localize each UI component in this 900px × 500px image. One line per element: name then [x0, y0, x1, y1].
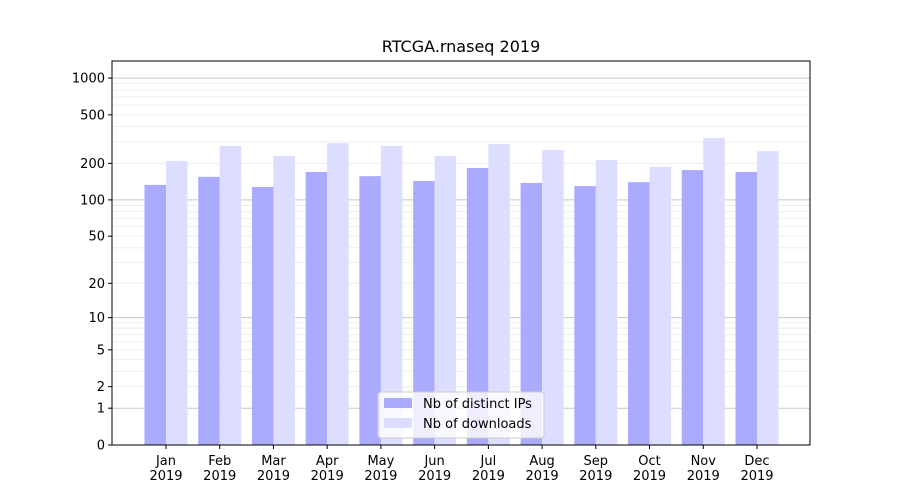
bar-distinct-ips: [144, 184, 166, 445]
bar-downloads: [649, 166, 672, 446]
x-tick-label: Aug 2019: [526, 454, 559, 484]
bar-distinct-ips: [681, 170, 704, 445]
bar-downloads: [703, 137, 725, 445]
y-tick-label: 100: [80, 193, 105, 208]
bar-downloads: [542, 150, 564, 445]
y-tick-label: 5: [97, 343, 105, 358]
x-tick-label: Sep 2019: [579, 454, 612, 484]
bar-distinct-ips: [413, 181, 435, 446]
bar-downloads: [434, 155, 457, 445]
y-tick-label: 1: [97, 402, 105, 417]
legend: Nb of distinct IPs Nb of downloads: [377, 391, 545, 439]
y-tick-label: 10: [88, 311, 105, 326]
bar-distinct-ips: [520, 182, 543, 445]
legend-label: Nb of downloads: [423, 417, 532, 432]
bar-downloads: [380, 145, 403, 446]
bar-downloads: [327, 143, 349, 445]
bar-downloads: [595, 160, 618, 446]
x-tick-label: Jan 2019: [149, 454, 182, 484]
bar-downloads: [488, 144, 510, 445]
y-tick-label: 2: [97, 380, 105, 395]
legend-swatch: [384, 418, 412, 428]
bar-downloads: [166, 161, 188, 445]
bar-downloads: [273, 155, 295, 445]
bar-distinct-ips: [574, 186, 596, 445]
bar-distinct-ips: [628, 182, 650, 446]
y-tick-label: 500: [80, 108, 105, 123]
bar-distinct-ips: [359, 176, 381, 445]
y-tick-label: 1000: [72, 72, 105, 87]
x-tick-label: Jun 2019: [418, 454, 451, 484]
legend-swatch: [384, 398, 412, 408]
x-tick-label: Nov 2019: [687, 454, 720, 484]
x-tick-label: Dec 2019: [740, 454, 773, 484]
plot-frame: [111, 60, 811, 446]
x-tick-label: Feb 2019: [203, 454, 236, 484]
bar-downloads: [757, 151, 779, 446]
x-tick-label: Mar 2019: [257, 454, 290, 484]
y-tick-label: 200: [80, 157, 105, 172]
bar-distinct-ips: [305, 171, 328, 445]
x-tick-label: May 2019: [364, 454, 397, 484]
x-tick-label: Oct 2019: [633, 454, 666, 484]
bar-distinct-ips: [735, 171, 757, 445]
legend-label: Nb of distinct IPs: [423, 397, 532, 412]
bar-distinct-ips: [466, 168, 489, 446]
chart-title: RTCGA.rnaseq 2019: [382, 37, 541, 56]
bar-distinct-ips: [251, 186, 274, 445]
bar-distinct-ips: [198, 176, 220, 445]
x-tick-label: Apr 2019: [311, 454, 344, 484]
bar-downloads: [219, 145, 242, 446]
y-tick-label: 50: [88, 230, 105, 245]
legend-box: [377, 391, 545, 439]
x-tick-label: Jul 2019: [472, 454, 505, 484]
y-tick-label: 20: [88, 277, 105, 292]
y-tick-label: 0: [97, 439, 105, 454]
